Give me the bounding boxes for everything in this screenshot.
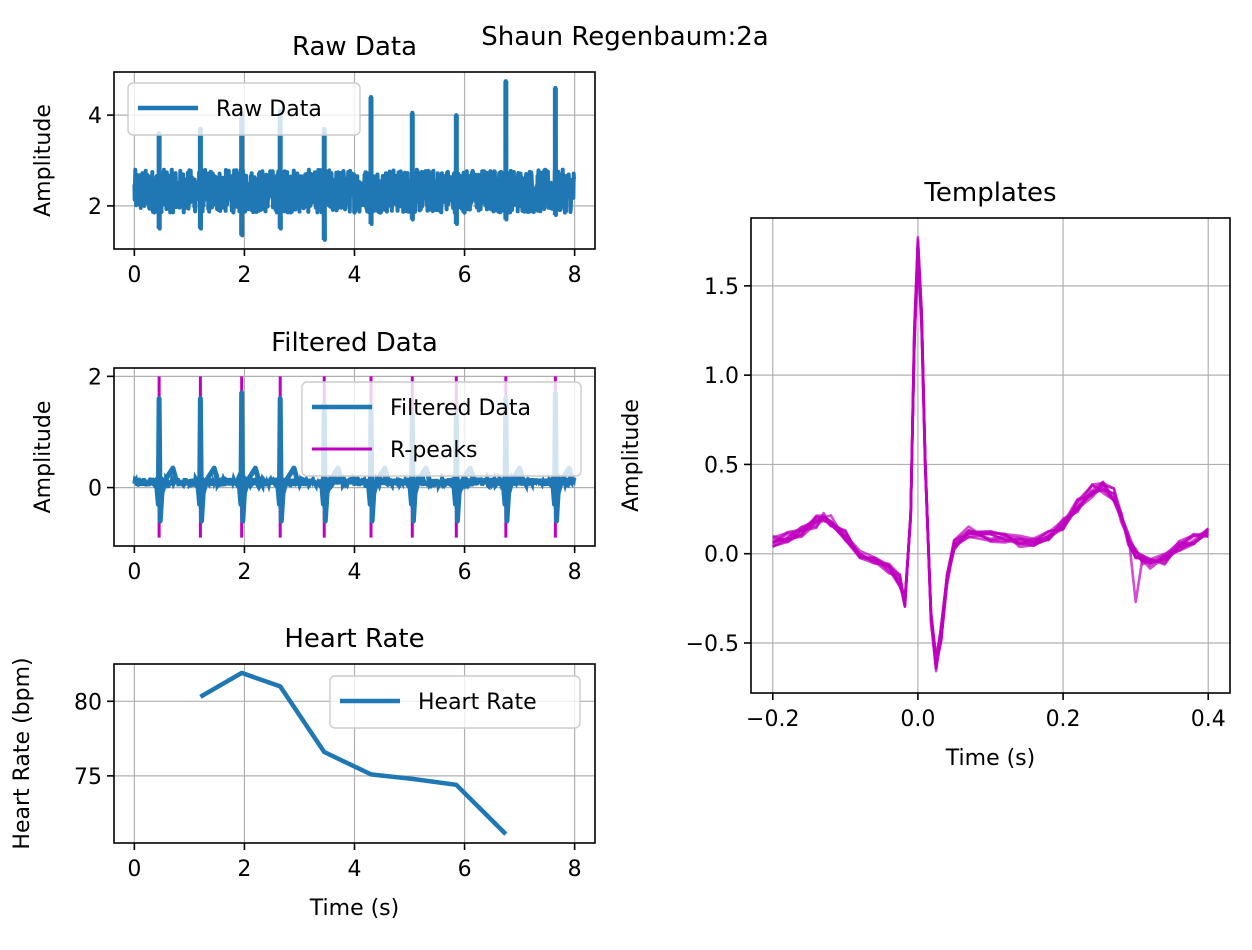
x-tick-label: 8 [568,263,582,288]
template-beat [772,248,1209,663]
x-tick-label: 6 [458,560,472,585]
y-tick-label: 2 [88,195,102,220]
y-axis-label: Heart Rate (bpm) [10,657,35,849]
template-beat [772,243,1209,664]
x-tick-label: 2 [237,857,251,882]
template-beat [772,252,1209,660]
x-tick-label: 0.4 [1191,707,1226,732]
legend-box [127,82,361,136]
x-tick-label: 8 [568,560,582,585]
filtered-beat-complex [271,396,301,524]
y-tick-label: 2 [88,365,102,390]
x-tick-label: 0 [127,560,141,585]
y-tick-label: 75 [74,765,102,790]
x-tick-label: 0 [127,857,141,882]
filtered-beat-complex [150,396,180,524]
x-tick-label: 4 [348,560,362,585]
template-beat [772,239,1209,670]
chart-raw: 0 2 4 6 8 2 4 Raw Data Amplitude Raw Data [31,32,596,288]
template-beat [772,240,1209,670]
x-tick-label: 0.0 [900,707,935,732]
chart-title: Raw Data [292,32,417,62]
legend-label: R-peaks [390,438,478,463]
template-beat [772,259,1210,673]
raw-data-series [132,79,577,242]
y-axis-label: Amplitude [31,104,56,217]
y-tick-label: 4 [88,104,102,129]
y-tick-label: 1.0 [704,364,739,389]
axes-frame [750,217,1231,694]
chart-templates: −0.2 0.0 0.2 0.4 −0.5 0.0 0.5 1.0 1.5 Templates Ti… [619,178,1231,771]
chart-filtered: 0 2 4 6 8 0 2 Filtered Data Amplitude Filtered Da… [31,328,596,585]
chart-title: Heart Rate [284,624,424,654]
x-tick-label: 2 [237,263,251,288]
plot-area-templates [772,235,1210,673]
figure-suptitle: Shaun Regenbaum:2a [481,22,769,52]
filtered-beat-complex [191,396,221,524]
y-tick-label: −0.5 [686,632,739,657]
chart-heart_rate: 0 2 4 6 8 75 80 Heart Rate Time (s) Heart Rate (b… [10,624,596,921]
y-tick-label: 80 [74,690,102,715]
y-tick-label: 1.5 [704,275,739,300]
x-tick-label: 0.2 [1046,707,1081,732]
chart-title: Filtered Data [271,328,438,358]
y-tick-label: 0.5 [704,453,739,478]
template-beat [772,261,1209,670]
chart-title: Templates [923,178,1056,208]
x-tick-label: −0.2 [746,707,799,732]
y-axis-label: Amplitude [619,399,644,512]
legend-label: Raw Data [216,97,322,122]
template-beat [772,251,1210,660]
legend-label: Heart Rate [418,690,537,715]
x-tick-label: 6 [458,263,472,288]
x-tick-label: 6 [458,857,472,882]
template-beat [772,235,1210,658]
x-tick-label: 0 [127,263,141,288]
heart-rate-series [199,670,508,836]
legend-label: Filtered Data [390,396,531,421]
x-tick-label: 2 [237,560,251,585]
x-axis-label: Time (s) [309,896,399,921]
legend-box [329,675,581,729]
x-axis-label: Time (s) [945,746,1035,771]
plot-area-heart_rate [199,670,508,836]
x-tick-label: 4 [348,263,362,288]
template-beat [772,238,1210,665]
y-tick-label: 0.0 [704,543,739,568]
x-tick-label: 4 [348,857,362,882]
y-axis-label: Amplitude [31,401,56,514]
x-tick-label: 8 [568,857,582,882]
filtered-beat-complex [233,390,262,524]
y-tick-label: 0 [88,477,102,502]
